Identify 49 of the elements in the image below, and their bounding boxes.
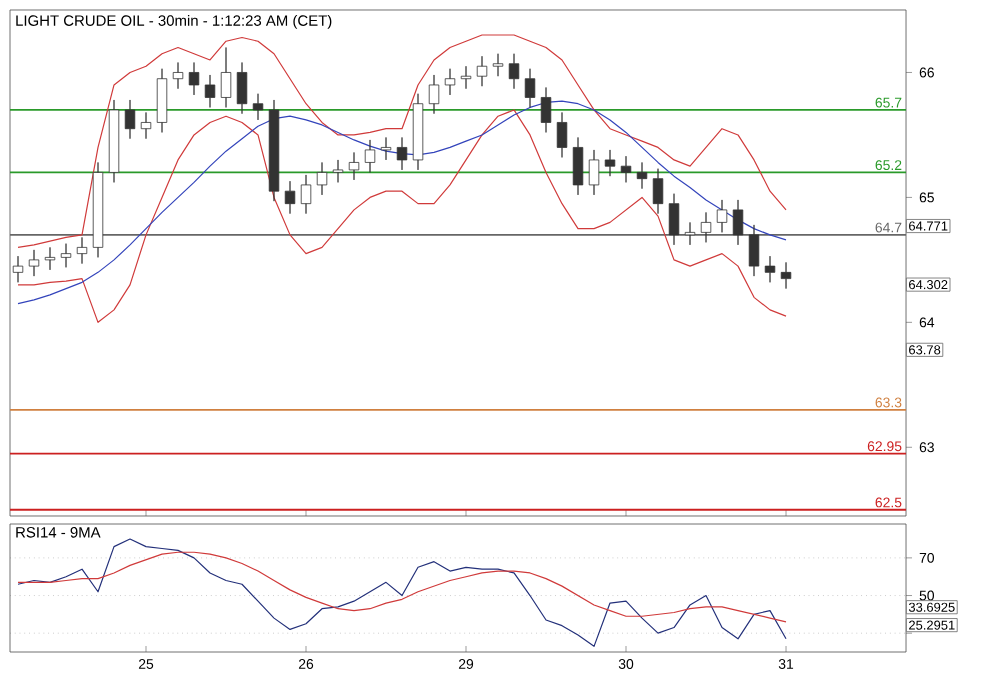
candlestick [588,149,600,196]
candlestick [428,74,440,115]
candlestick [780,261,792,290]
candlestick [92,162,104,258]
candlestick [348,152,360,181]
candlestick [316,162,328,196]
candlestick [636,162,648,190]
candlestick [188,62,200,96]
candlestick [716,199,728,233]
candlestick [540,87,552,133]
candlestick [524,68,536,108]
candlestick [620,155,632,183]
candlestick [124,99,136,140]
candlestick [476,55,488,87]
candlestick [700,212,712,243]
candlestick [332,159,344,183]
candlestick [172,62,184,90]
candlestick [396,137,408,171]
candlestick [204,74,216,108]
candlestick [108,99,120,183]
candlestick [156,68,168,133]
candlestick [492,53,504,77]
candlestick [412,93,424,171]
candlestick [460,65,472,90]
candlestick [76,236,88,265]
candlestick [220,47,232,108]
candlestick [732,199,744,246]
candlestick [380,137,392,161]
candlestick [764,255,776,283]
candlestick [236,62,248,115]
candlestick [572,137,584,196]
candlestick [508,53,520,90]
candlestick [44,246,56,271]
candlestick [556,112,568,158]
candlestick [284,180,296,215]
candlestick [300,174,312,215]
candlestick [60,243,72,268]
candlestick [684,221,696,246]
candlestick [364,139,376,173]
candlestick [140,112,152,140]
candlestick [252,93,264,121]
candlestick [748,224,760,277]
candlestick [12,255,24,283]
candlestick [652,168,664,215]
candlestick [28,249,40,277]
candlestick [604,149,616,177]
candlestick [268,99,280,202]
candlestick [668,193,680,246]
candlestick [444,68,456,96]
